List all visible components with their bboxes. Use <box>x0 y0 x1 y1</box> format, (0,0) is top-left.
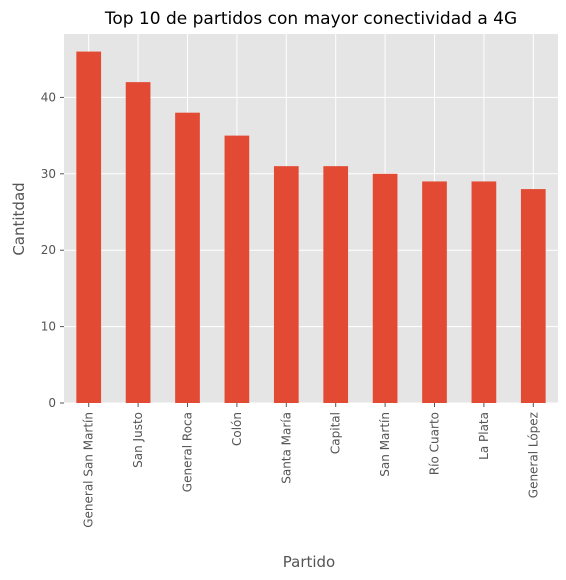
y-tick-label: 40 <box>41 90 56 104</box>
x-tick-label: La Plata <box>477 412 491 460</box>
x-axis-ticks: General San Martín San Justo General Roca C… <box>82 403 540 528</box>
x-tick-label: Colón <box>230 412 244 446</box>
bar <box>273 166 299 403</box>
y-tick-label: 10 <box>41 320 56 334</box>
bar <box>520 189 546 403</box>
bar <box>323 166 349 403</box>
bar <box>471 181 497 403</box>
x-tick-label: San Martín <box>378 412 392 477</box>
x-tick-label: Río Cuarto <box>428 412 442 475</box>
x-axis-label: Partido <box>283 553 335 571</box>
x-tick-label: Capital <box>329 412 343 454</box>
y-axis-label: Cantitdad <box>10 182 28 255</box>
bar <box>372 173 398 403</box>
bar <box>175 112 200 403</box>
x-tick-label: General Roca <box>181 412 195 492</box>
bar <box>76 51 102 403</box>
y-tick-label: 30 <box>41 167 56 181</box>
x-tick-label: San Justo <box>131 412 145 468</box>
y-tick-label: 20 <box>41 243 56 257</box>
bar <box>224 135 250 403</box>
y-axis-ticks: 0 10 20 30 40 <box>41 90 64 410</box>
bar <box>125 82 151 403</box>
x-tick-label: Santa María <box>279 412 293 484</box>
bars <box>76 51 546 403</box>
x-tick-label: General López <box>526 412 540 498</box>
chart-title: Top 10 de partidos con mayor conectivida… <box>104 9 517 29</box>
x-tick-label: General San Martín <box>82 412 96 528</box>
y-tick-label: 0 <box>48 396 56 410</box>
bar <box>422 181 447 403</box>
